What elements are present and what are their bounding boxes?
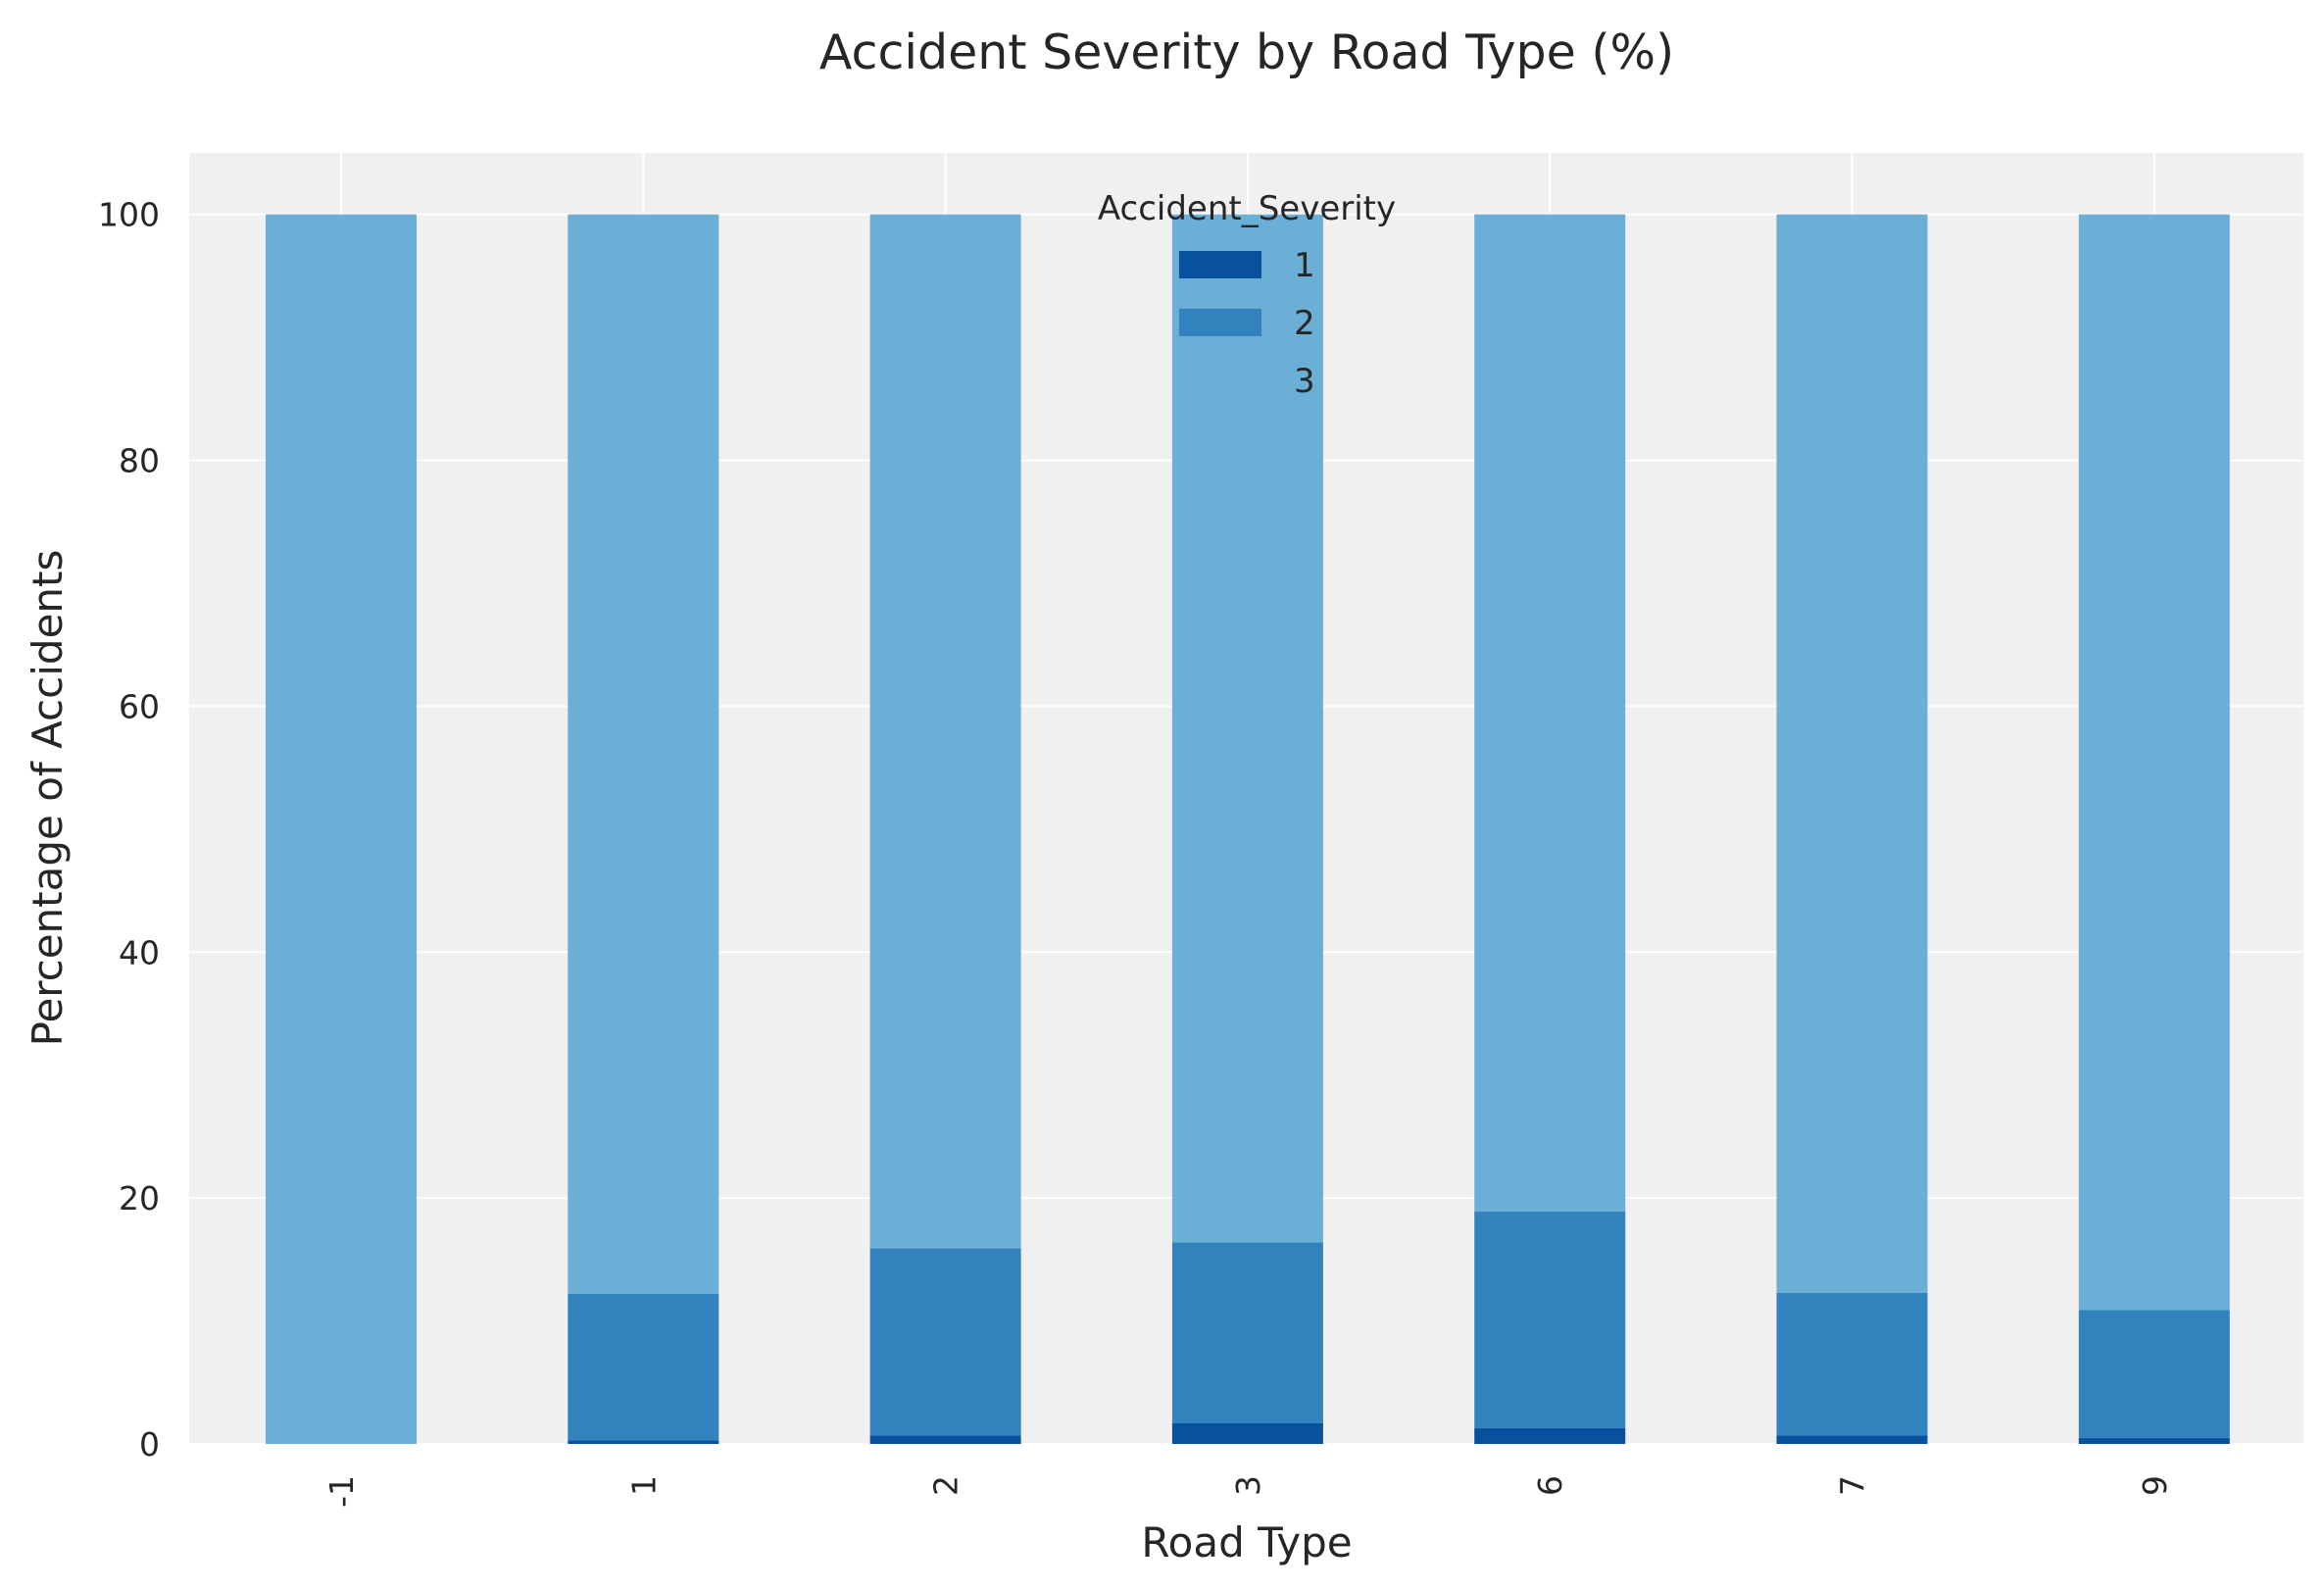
legend: Accident_Severity 1 2 3 [1098,189,1396,401]
legend-title: Accident_Severity [1098,189,1396,228]
y-tick-label: 60 [119,687,160,725]
legend-label-2: 2 [1294,304,1315,343]
legend-label-3: 3 [1294,362,1315,401]
x-tick-label: 1 [624,1475,663,1496]
x-tick-label: 6 [1531,1475,1569,1496]
bar-segment-9-severity-2 [2078,1310,2230,1438]
bar-segment-1-severity-1 [568,1440,719,1444]
bar-segment-9-severity-1 [2078,1437,2230,1444]
bar-segment-6-severity-2 [1474,1211,1626,1428]
y-tick-label: 80 [119,442,160,480]
y-axis-label: Percentage of Accidents [24,550,72,1047]
y-tick-label: 20 [119,1179,160,1217]
bar-segment-7-severity-1 [1776,1435,1928,1444]
legend-swatch-1 [1179,251,1261,278]
bars [266,214,2230,1445]
x-tick-label: 2 [927,1475,965,1496]
bar-segment-6-severity-1 [1474,1427,1626,1444]
bar-segment-7-severity-2 [1776,1292,1928,1436]
chart-title: Accident Severity by Road Type (%) [819,25,1674,80]
x-axis-ticks: -1 1 2 3 6 7 9 [322,1475,2174,1508]
bar-segment-6-severity-3 [1474,214,1626,1212]
bar-segment-2-severity-2 [869,1248,1021,1436]
bar-segment-1-severity-2 [568,1293,719,1441]
x-axis-label: Road Type [1141,1518,1352,1566]
bar-segment-7-severity-3 [1776,214,1928,1293]
bar-segment-1-severity-3 [568,214,719,1294]
bar-segment-9-severity-3 [2078,214,2230,1311]
legend-swatch-2 [1179,309,1261,336]
x-tick-label: -1 [322,1475,361,1508]
x-tick-label: 3 [1229,1475,1267,1496]
y-tick-label: 40 [119,933,160,971]
bar-segment--1-severity-3 [266,214,417,1445]
legend-items: 1 2 3 [1179,246,1315,401]
legend-swatch-3 [1179,367,1261,394]
bar-segment-2-severity-1 [869,1435,1021,1444]
bar-segment-3-severity-1 [1171,1422,1323,1444]
bar-segment-2-severity-3 [869,214,1021,1249]
y-axis-ticks: 0 20 40 60 80 100 [98,196,160,1464]
bar-segment-3-severity-2 [1171,1242,1323,1423]
legend-label-1: 1 [1294,246,1315,285]
y-tick-label: 0 [139,1425,160,1464]
x-tick-label: 7 [1834,1475,1872,1496]
x-tick-label: 9 [2136,1475,2174,1496]
y-tick-label: 100 [98,196,160,234]
